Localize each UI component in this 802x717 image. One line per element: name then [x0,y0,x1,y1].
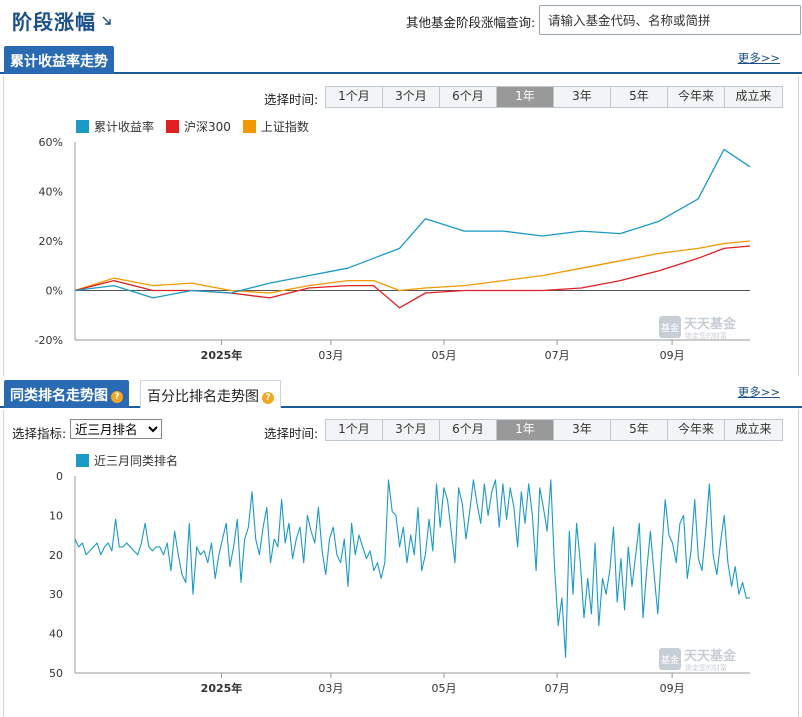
time-btn-1y[interactable]: 1年 [497,420,554,440]
x-tick-label: 07月 [545,349,570,362]
time-select-label: 选择时间: [264,92,319,107]
help-icon[interactable]: ? [111,391,123,403]
time-btn-since-inception[interactable]: 成立来 [725,420,782,440]
series-line-fund [74,148,751,299]
time-btn-5y[interactable]: 5年 [611,420,668,440]
time-btn-1m[interactable]: 1个月 [326,420,383,440]
watermark-badge [659,316,681,338]
legend-item-hs300[interactable]: 沪深300 [166,118,231,135]
tab-cumulative-yield[interactable]: 累计收益率走势 [4,46,114,74]
legend-item-sz[interactable]: 上证指数 [242,118,309,135]
watermark-badge-text: 基金 [661,654,679,666]
x-tick-label: 2025年 [201,348,243,362]
arrow-down-right-icon[interactable] [102,16,112,26]
legend-label-rank: 近三月同类排名 [94,454,179,468]
x-tick-label: 09月 [660,682,685,695]
time-btn-5y[interactable]: 5年 [611,87,668,107]
cumulative-yield-chart: 60% 40% 20% 0% -20% 2025年 03月 05月 07月 09月 基金 天天基金锁定… [35,136,751,362]
x-tick-label: 07月 [545,682,570,695]
legend-item-fund[interactable]: 累计收益率 [76,118,154,135]
tab-percent-rank[interactable]: 百分比排名走势图? [140,380,281,408]
time-btn-3y[interactable]: 3年 [554,420,611,440]
time-btn-ytd[interactable]: 今年来 [668,87,725,107]
section-header-rank: 同类排名走势图? 百分比排名走势图? 更多>> [0,378,802,408]
time-btn-3m[interactable]: 3个月 [383,87,440,107]
time-btn-3m[interactable]: 3个月 [383,420,440,440]
y-tick-label: -20% [35,334,63,347]
y-tick-label: 30 [49,588,63,601]
y-tick-label: 0 [56,470,63,483]
fund-search-input[interactable] [539,5,801,35]
x-tick-label: 05月 [432,349,457,362]
legend-label-fund: 累计收益率 [94,120,155,134]
time-btn-1m[interactable]: 1个月 [326,87,383,107]
y-tick-label: 60% [39,136,63,149]
page-title: 阶段涨幅 [12,10,96,34]
y-tick-label: 20% [39,235,63,248]
watermark-text: 天天基金 [684,316,737,332]
x-tick-label: 03月 [318,349,343,362]
watermark-text: 天天基金 [684,648,737,664]
x-tick-label: 2025年 [201,681,243,695]
time-range-group-yield: 1个月 3个月 6个月 1年 3年 5年 今年来 成立来 [325,86,783,108]
tab-peer-rank-label: 同类排名走势图 [10,388,108,404]
series-line-sz [74,240,751,294]
watermark-subtext: 锁定您的财富 [685,331,727,340]
y-tick-label: 10 [49,509,63,522]
legend-swatch-sz [242,120,256,133]
tab-peer-rank[interactable]: 同类排名走势图? [4,380,129,408]
chart-frame-rank [3,410,799,717]
y-tick-label: 50 [49,667,63,680]
legend-item-rank[interactable]: 近三月同类排名 [76,452,178,469]
y-tick-label: 40 [49,628,63,641]
legend-swatch-rank [76,454,89,467]
legend-yield: 累计收益率 沪深300 上证指数 [76,118,309,135]
legend-rank: 近三月同类排名 [76,452,178,469]
y-tick-label: 40% [39,186,63,199]
watermark-badge-text: 基金 [661,322,679,334]
time-range-group-rank: 1个月 3个月 6个月 1年 3年 5年 今年来 成立来 [325,419,783,441]
y-tick-label: 0% [46,285,63,298]
more-link-yield[interactable]: 更多>> [737,51,780,65]
help-icon[interactable]: ? [262,392,274,404]
indicator-label: 选择指标: [12,426,67,441]
legend-swatch-fund [76,120,89,133]
indicator-select[interactable]: 近三月排名 [70,419,162,439]
time-btn-ytd[interactable]: 今年来 [668,420,725,440]
time-btn-6m[interactable]: 6个月 [440,420,497,440]
legend-swatch-hs300 [166,120,180,133]
time-btn-3y[interactable]: 3年 [554,87,611,107]
time-btn-since-inception[interactable]: 成立来 [725,87,782,107]
series-line-rank [74,479,750,658]
more-link-rank[interactable]: 更多>> [737,385,780,399]
section-header-yield: 累计收益率走势 更多>> [0,44,802,74]
y-tick-label: 20 [49,549,63,562]
x-tick-label: 05月 [432,682,457,695]
query-label: 其他基金阶段涨幅查询: [406,15,536,30]
x-tick-label: 09月 [660,349,685,362]
watermark-badge [659,648,681,670]
time-btn-6m[interactable]: 6个月 [440,87,497,107]
chart-frame-yield [3,76,799,376]
watermark-subtext: 锁定您的财富 [685,663,727,672]
tab-percent-rank-label: 百分比排名走势图 [147,389,259,405]
x-tick-label: 03月 [318,682,343,695]
time-btn-1y[interactable]: 1年 [497,87,554,107]
legend-label-sz: 上证指数 [260,120,309,134]
legend-label-hs300: 沪深300 [184,120,231,134]
time-select-label: 选择时间: [264,426,319,441]
